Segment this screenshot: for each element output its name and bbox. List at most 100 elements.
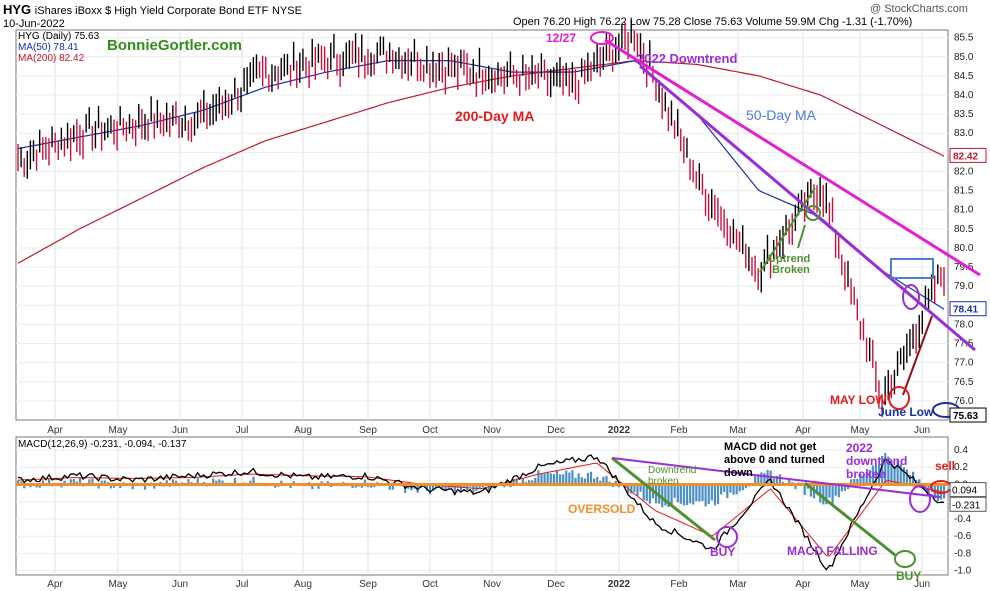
x-tick-label: Jun — [172, 425, 188, 436]
annotation-downtrend-broken-1: 2022 — [846, 441, 873, 455]
macd-histogram-bar — [20, 481, 23, 485]
macd-histogram-bar — [528, 480, 531, 485]
annotation-macd-note-2: above 0 and turned — [724, 454, 825, 466]
macd-histogram-bar — [661, 484, 664, 508]
macd-y-tick-label: -0.4 — [954, 514, 972, 525]
macd-histogram-bar — [924, 484, 927, 488]
macd-histogram-bar — [537, 470, 540, 485]
resistance-box — [890, 258, 934, 279]
price-y-tick-label: 79.0 — [954, 281, 974, 292]
macd-histogram-bar — [716, 484, 720, 504]
macd-histogram-bar — [143, 484, 147, 490]
macd-histogram-bar — [859, 473, 862, 485]
macd-histogram-bar — [593, 478, 596, 485]
annotation-downtrend-1: Downtrend — [648, 465, 696, 476]
macd-histogram-bar — [927, 484, 930, 493]
macd-histogram-bar — [896, 460, 899, 485]
macd-histogram-bar — [63, 480, 66, 485]
price-y-tick-label: 83.5 — [954, 109, 974, 120]
macd-histogram-bar — [574, 477, 577, 485]
price-y-tick-label: 85.0 — [954, 52, 974, 63]
macd-histogram-bar — [478, 484, 481, 490]
watermark-text: BonnieGortler.com — [107, 37, 242, 54]
x-tick-label: Nov — [483, 425, 501, 436]
price-panel-frame — [15, 29, 949, 421]
x-tick-label: Apr — [795, 425, 811, 436]
uptrend-line — [759, 187, 816, 273]
macd-break-circle — [909, 485, 931, 513]
macd-histogram-bar — [868, 469, 871, 485]
macd-2022-downtrend-line — [611, 457, 941, 498]
macd-histogram-bar — [131, 484, 134, 490]
macd-histogram-bar — [425, 484, 429, 491]
macd-histogram-bar — [354, 484, 357, 488]
macd-histogram-bar — [233, 477, 236, 485]
macd-histogram-bar — [648, 484, 651, 504]
annotation-oversold: OVERSOLD — [568, 502, 636, 516]
macd-histogram-bar — [487, 484, 490, 493]
macd-histogram-bar — [757, 474, 760, 485]
price-y-tick-label: 83.0 — [954, 128, 974, 139]
macd-histogram-bar — [534, 477, 537, 485]
macd-downtrend-line — [611, 456, 716, 542]
macd-histogram-bar — [760, 472, 763, 485]
price-y-tick-label: 77.0 — [954, 358, 974, 369]
macd-histogram-bar — [280, 480, 283, 485]
macd-histogram-bar — [493, 484, 497, 489]
price-y-tick-label: 76.5 — [954, 377, 974, 388]
macd-histogram-bar — [862, 475, 865, 485]
macd-histogram-bar — [840, 484, 843, 492]
annotation-downtrend-broken-3: broken — [846, 467, 886, 481]
macd-histogram-bar — [311, 484, 314, 489]
macd-histogram-bar — [515, 478, 518, 485]
x-tick-label: May — [851, 425, 870, 436]
macd-histogram-bar — [884, 452, 887, 485]
x-tick-label: Feb — [670, 425, 688, 436]
macd-histogram-bar — [670, 484, 673, 508]
macd-histogram-bar — [825, 484, 828, 505]
macd-histogram-bar — [905, 469, 909, 485]
macd-histogram-bar — [828, 484, 831, 498]
macd-histogram-bar — [843, 484, 847, 491]
macd-histogram-bar — [735, 484, 738, 495]
annotation-buy-1: BUY — [710, 545, 735, 559]
macd-histogram-bar — [589, 471, 593, 485]
macd-histogram-bar — [292, 481, 295, 485]
macd-histogram-bar — [69, 479, 72, 485]
macd-histogram-bar — [639, 484, 642, 492]
price-y-tick-label: 77.5 — [954, 339, 974, 350]
macd-histogram-bar — [673, 484, 676, 498]
macd-histogram-bar — [91, 478, 94, 485]
macd-histogram-bar — [47, 478, 51, 485]
macd-histogram-bar — [218, 479, 221, 485]
macd-y-tick-label: 0.2 — [954, 462, 968, 473]
macd-histogram-bar — [943, 484, 946, 499]
x-tick-label: Oct — [422, 425, 438, 436]
macd-histogram-bar — [689, 484, 692, 504]
macd-histogram-bar — [370, 484, 373, 488]
price-y-tick-label: 85.5 — [954, 33, 974, 44]
macd-histogram-bar — [320, 481, 323, 485]
macd-histogram-bar — [212, 478, 215, 485]
macd-histogram-bar — [698, 484, 701, 502]
x-tick-label: May — [109, 425, 128, 436]
macd-histogram-bar — [360, 484, 363, 488]
x-tick-label: Dec — [547, 579, 565, 590]
macd-histogram-bar — [441, 484, 444, 490]
macd-histogram-bar — [741, 484, 744, 491]
macd-histogram-bar — [249, 480, 252, 485]
annotation-uptrend-1: Uptrend — [768, 253, 810, 265]
x-tick-label: Jun — [914, 579, 930, 590]
badge-ma50: 78.41 — [953, 305, 978, 316]
watermark: @ StockCharts.com — [870, 3, 968, 15]
macd-histogram-bar — [676, 484, 679, 503]
uptrend-break-circle — [805, 205, 821, 221]
macd-histogram-bar — [562, 474, 565, 485]
macd-histogram-bar — [679, 484, 682, 504]
macd-histogram-bar — [41, 480, 44, 485]
macd-histogram-bar — [428, 484, 432, 495]
security-name: iShares iBoxx $ High Yield Corporate Bon… — [34, 5, 269, 17]
macd-histogram-bar — [664, 484, 667, 506]
macd-histogram-bar — [391, 484, 394, 490]
badge-ma200: 82.42 — [953, 151, 978, 162]
